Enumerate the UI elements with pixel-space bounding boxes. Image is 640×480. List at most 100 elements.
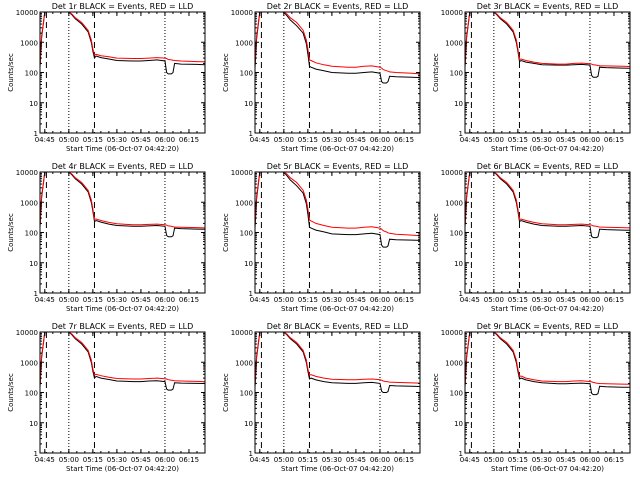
series-line-events bbox=[255, 172, 420, 248]
x-tick-label: 06:00 bbox=[580, 456, 600, 464]
panel-7: 1 10 100 1000 10000 04:45 05:00 05:15 05:30 05:45… bbox=[7, 322, 206, 473]
x-tick-label: 04:45 bbox=[35, 136, 55, 144]
x-axis-label: Start Time (06-Oct-07 04:42:20) bbox=[491, 145, 604, 153]
y-tick-label: 10000 bbox=[16, 9, 38, 17]
x-tick-label: 06:15 bbox=[179, 456, 199, 464]
y-tick-label: 10000 bbox=[16, 169, 38, 177]
panel-title: Det 9r BLACK = Events, RED = LLD bbox=[477, 322, 619, 331]
panel-title: Det 1r BLACK = Events, RED = LLD bbox=[52, 2, 194, 11]
y-tick-label: 1 bbox=[34, 290, 38, 298]
series-line-lld bbox=[465, 332, 630, 386]
x-axis-label: Start Time (06-Oct-07 04:42:20) bbox=[281, 305, 394, 313]
x-tick-label: 05:00 bbox=[274, 296, 294, 304]
y-tick-label: 1000 bbox=[235, 199, 253, 207]
y-axis-label: Counts/sec bbox=[7, 373, 15, 412]
y-tick-label: 1000 bbox=[235, 39, 253, 47]
x-axis-label: Start Time (06-Oct-07 04:42:20) bbox=[66, 465, 179, 473]
series-group bbox=[40, 172, 205, 238]
panel-5: 1 10 100 1000 10000 04:45 05:00 05:15 05:30 05:45… bbox=[222, 162, 421, 313]
y-tick-label: 10000 bbox=[16, 329, 38, 337]
series-line-lld bbox=[255, 172, 420, 237]
y-tick-label: 10 bbox=[244, 420, 253, 428]
y-axis-label: Counts/sec bbox=[7, 53, 15, 92]
y-tick-label: 10 bbox=[29, 260, 38, 268]
x-tick-label: 06:15 bbox=[179, 136, 199, 144]
y-tick-label: 1000 bbox=[20, 39, 38, 47]
series-line-events bbox=[40, 12, 205, 75]
x-tick-label: 05:15 bbox=[508, 136, 528, 144]
x-tick-label: 06:15 bbox=[394, 456, 414, 464]
panel-8: 1 10 100 1000 10000 04:45 05:00 05:15 05:30 05:45… bbox=[222, 322, 421, 473]
y-tick-label: 1 bbox=[34, 450, 38, 458]
panel-title: Det 8r BLACK = Events, RED = LLD bbox=[267, 322, 409, 331]
y-tick-label: 1 bbox=[249, 450, 253, 458]
series-group bbox=[465, 332, 630, 396]
y-tick-label: 100 bbox=[25, 70, 38, 78]
y-axis-label: Counts/sec bbox=[222, 373, 230, 412]
x-tick-label: 05:45 bbox=[556, 456, 576, 464]
panel-title: Det 4r BLACK = Events, RED = LLD bbox=[52, 162, 194, 171]
y-tick-label: 100 bbox=[450, 230, 463, 238]
y-tick-label: 10 bbox=[244, 100, 253, 108]
x-tick-label: 06:00 bbox=[155, 456, 175, 464]
series-line-events bbox=[255, 332, 420, 393]
x-tick-label: 05:15 bbox=[83, 136, 103, 144]
x-tick-label: 05:00 bbox=[274, 456, 294, 464]
y-tick-label: 100 bbox=[240, 70, 253, 78]
x-tick-label: 05:45 bbox=[556, 296, 576, 304]
panel-title: Det 6r BLACK = Events, RED = LLD bbox=[477, 162, 619, 171]
x-axis-label: Start Time (06-Oct-07 04:42:20) bbox=[66, 305, 179, 313]
x-tick-label: 06:15 bbox=[604, 456, 624, 464]
series-group bbox=[255, 12, 420, 84]
series-group bbox=[40, 12, 205, 75]
y-axis-label: Counts/sec bbox=[432, 213, 440, 252]
x-tick-label: 06:00 bbox=[155, 136, 175, 144]
x-axis-label: Start Time (06-Oct-07 04:42:20) bbox=[66, 145, 179, 153]
x-tick-label: 05:30 bbox=[322, 456, 342, 464]
y-tick-label: 1000 bbox=[445, 199, 463, 207]
panel-3: 1 10 100 1000 10000 04:45 05:00 05:15 05:30 05:45… bbox=[432, 2, 631, 153]
y-tick-label: 10000 bbox=[441, 169, 463, 177]
x-tick-label: 05:15 bbox=[83, 456, 103, 464]
x-tick-label: 04:45 bbox=[460, 456, 480, 464]
series-line-lld bbox=[465, 12, 630, 67]
x-tick-label: 06:00 bbox=[580, 136, 600, 144]
x-tick-label: 05:30 bbox=[107, 456, 127, 464]
series-group bbox=[465, 172, 630, 239]
x-tick-label: 04:45 bbox=[250, 136, 270, 144]
series-group bbox=[255, 332, 420, 393]
x-axis-label: Start Time (06-Oct-07 04:42:20) bbox=[281, 145, 394, 153]
x-tick-label: 06:00 bbox=[370, 136, 390, 144]
panel-title: Det 3r BLACK = Events, RED = LLD bbox=[477, 2, 619, 11]
x-tick-label: 05:15 bbox=[508, 296, 528, 304]
x-tick-label: 05:45 bbox=[556, 136, 576, 144]
x-tick-label: 06:00 bbox=[580, 296, 600, 304]
panel-4: 1 10 100 1000 10000 04:45 05:00 05:15 05:30 05:45… bbox=[7, 162, 206, 313]
series-line-lld bbox=[255, 332, 420, 386]
y-tick-label: 100 bbox=[450, 70, 463, 78]
y-tick-label: 10 bbox=[29, 100, 38, 108]
x-tick-label: 05:30 bbox=[532, 136, 552, 144]
x-tick-label: 04:45 bbox=[35, 296, 55, 304]
x-tick-label: 05:15 bbox=[298, 456, 318, 464]
panel-1: 1 10 100 1000 10000 04:45 05:00 05:15 05:30 05:45… bbox=[7, 2, 206, 153]
y-tick-label: 100 bbox=[25, 390, 38, 398]
x-tick-label: 05:15 bbox=[83, 296, 103, 304]
x-tick-label: 06:00 bbox=[370, 296, 390, 304]
x-tick-label: 05:30 bbox=[322, 136, 342, 144]
y-tick-label: 1000 bbox=[20, 359, 38, 367]
x-tick-label: 06:15 bbox=[394, 296, 414, 304]
panel-title: Det 7r BLACK = Events, RED = LLD bbox=[52, 322, 194, 331]
x-axis-label: Start Time (06-Oct-07 04:42:20) bbox=[491, 305, 604, 313]
x-axis-label: Start Time (06-Oct-07 04:42:20) bbox=[281, 465, 394, 473]
panel-6: 1 10 100 1000 10000 04:45 05:00 05:15 05:30 05:45… bbox=[432, 162, 631, 313]
x-tick-label: 04:45 bbox=[250, 296, 270, 304]
x-tick-label: 05:45 bbox=[131, 296, 151, 304]
x-tick-label: 06:15 bbox=[604, 296, 624, 304]
x-tick-label: 06:15 bbox=[394, 136, 414, 144]
y-tick-label: 1 bbox=[459, 130, 463, 138]
series-line-lld bbox=[40, 172, 205, 229]
series-line-lld bbox=[255, 12, 420, 75]
y-axis-label: Counts/sec bbox=[222, 213, 230, 252]
